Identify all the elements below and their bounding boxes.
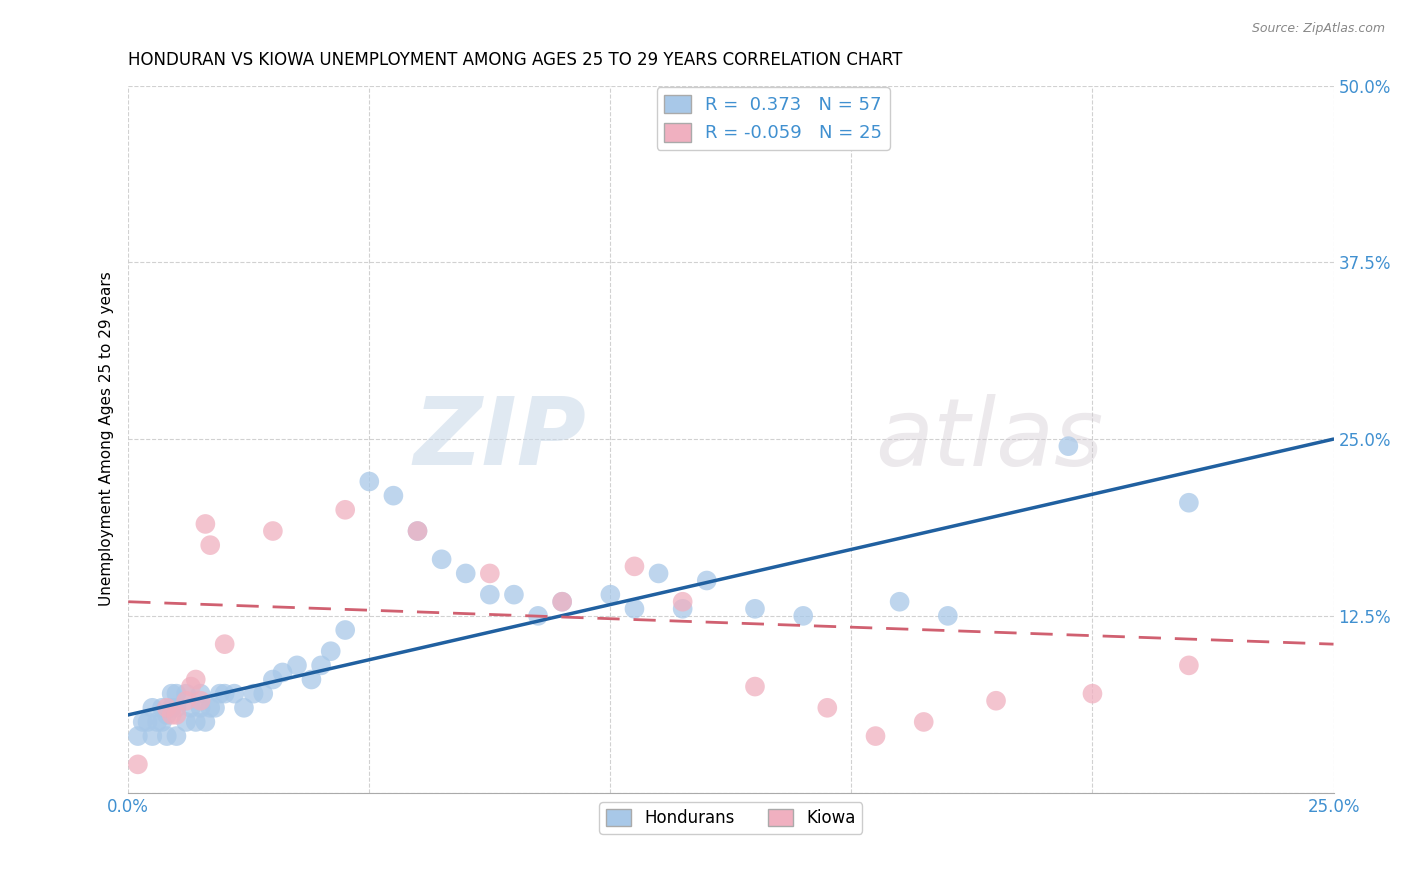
Point <box>136 714 159 729</box>
Point <box>1057 439 1080 453</box>
Point <box>271 665 294 680</box>
Point <box>1178 496 1201 510</box>
Point <box>335 623 357 637</box>
Point <box>889 595 911 609</box>
Point <box>190 700 212 714</box>
Point <box>194 714 217 729</box>
Point <box>160 687 183 701</box>
Point <box>150 700 173 714</box>
Point <box>242 687 264 701</box>
Point <box>127 757 149 772</box>
Point <box>744 680 766 694</box>
Point <box>912 714 935 729</box>
Text: ZIP: ZIP <box>413 393 586 485</box>
Point <box>744 602 766 616</box>
Point <box>599 588 621 602</box>
Point <box>285 658 308 673</box>
Point <box>174 687 197 701</box>
Point <box>174 714 197 729</box>
Point <box>359 475 381 489</box>
Point <box>190 694 212 708</box>
Point <box>430 552 453 566</box>
Point <box>156 729 179 743</box>
Y-axis label: Unemployment Among Ages 25 to 29 years: Unemployment Among Ages 25 to 29 years <box>100 272 114 607</box>
Point <box>214 687 236 701</box>
Point <box>184 714 207 729</box>
Text: atlas: atlas <box>876 393 1104 484</box>
Point <box>180 680 202 694</box>
Point <box>208 687 231 701</box>
Point <box>551 595 574 609</box>
Point <box>309 658 332 673</box>
Point <box>478 566 501 581</box>
Point <box>1081 687 1104 701</box>
Point <box>301 673 323 687</box>
Point <box>141 700 163 714</box>
Point <box>180 700 202 714</box>
Point <box>382 489 405 503</box>
Point <box>406 524 429 538</box>
Point <box>184 673 207 687</box>
Point <box>792 608 814 623</box>
Point <box>551 595 574 609</box>
Point <box>672 602 695 616</box>
Point <box>406 524 429 538</box>
Point <box>200 700 222 714</box>
Point <box>194 516 217 531</box>
Point <box>156 700 179 714</box>
Point <box>262 524 284 538</box>
Point <box>252 687 274 701</box>
Point <box>478 588 501 602</box>
Point <box>141 729 163 743</box>
Point <box>204 700 226 714</box>
Point <box>166 707 188 722</box>
Point <box>150 714 173 729</box>
Point <box>503 588 526 602</box>
Point <box>132 714 155 729</box>
Point <box>214 637 236 651</box>
Point <box>865 729 887 743</box>
Point <box>190 687 212 701</box>
Point <box>262 673 284 687</box>
Point <box>166 729 188 743</box>
Point <box>1178 658 1201 673</box>
Point <box>174 694 197 708</box>
Point <box>454 566 477 581</box>
Point <box>815 700 838 714</box>
Point <box>166 700 188 714</box>
Text: Source: ZipAtlas.com: Source: ZipAtlas.com <box>1251 22 1385 36</box>
Point <box>160 707 183 722</box>
Point <box>146 714 169 729</box>
Point <box>200 538 222 552</box>
Point <box>647 566 669 581</box>
Point <box>936 608 959 623</box>
Point <box>319 644 342 658</box>
Point <box>224 687 246 701</box>
Point <box>127 729 149 743</box>
Point <box>527 608 550 623</box>
Point <box>156 707 179 722</box>
Legend: Hondurans, Kiowa: Hondurans, Kiowa <box>599 802 862 834</box>
Point <box>623 602 645 616</box>
Point <box>160 700 183 714</box>
Point <box>233 700 256 714</box>
Text: HONDURAN VS KIOWA UNEMPLOYMENT AMONG AGES 25 TO 29 YEARS CORRELATION CHART: HONDURAN VS KIOWA UNEMPLOYMENT AMONG AGE… <box>128 51 903 69</box>
Point <box>672 595 695 609</box>
Point <box>623 559 645 574</box>
Point <box>335 503 357 517</box>
Point <box>166 687 188 701</box>
Point <box>984 694 1007 708</box>
Point <box>696 574 718 588</box>
